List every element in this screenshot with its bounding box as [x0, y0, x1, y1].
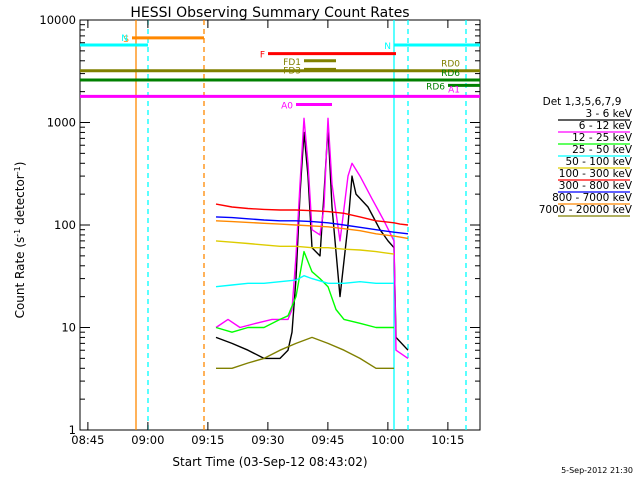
flag-bar-label: RD0	[441, 60, 460, 70]
x-tick-label: 09:45	[311, 433, 344, 447]
vertical-markers	[135, 20, 467, 430]
series-line	[215, 240, 395, 255]
series-line	[215, 216, 409, 235]
y-tick-label: 1	[69, 423, 76, 437]
x-tick-label: 10:00	[371, 433, 404, 447]
x-tick-label: 10:15	[431, 433, 464, 447]
y-tick-label: 10000	[39, 13, 76, 27]
x-tick-label: 09:30	[251, 433, 284, 447]
chart-title: HESSI Observing Summary Count Rates	[130, 5, 409, 21]
legend-label: 25 - 50 keV	[572, 144, 633, 156]
flag-bar-label: F	[260, 51, 265, 61]
axes: 08:45 09:00 09:15 09:30 09:45 10:00 10:15 1 10 10…	[39, 13, 480, 447]
y-axis-label-main: Count Rate (s	[13, 237, 27, 319]
legend-title: Det 1,3,5,6,7,9	[543, 96, 622, 108]
flag-bar-label: S	[123, 35, 129, 45]
y-tick-label: 100	[54, 218, 76, 232]
y-axis-label: Count Rate (s-1 detector-1)	[13, 162, 27, 319]
flag-bar-label: RD6	[441, 69, 460, 79]
y-tick-label: 10	[61, 321, 76, 335]
flag-bar-label: N	[384, 42, 391, 52]
legend-label: 12 - 25 keV	[572, 132, 633, 144]
series-layer	[215, 117, 409, 369]
x-tick-label: 09:15	[191, 433, 224, 447]
legend-label: 100 - 300 keV	[559, 168, 633, 180]
series-line	[215, 203, 409, 226]
series-line	[215, 275, 394, 288]
legend-label: 6 - 12 keV	[579, 120, 633, 132]
plot-border	[79, 19, 481, 431]
legend-label: 800 - 7000 keV	[552, 192, 633, 204]
legend-label: 300 - 800 keV	[559, 180, 633, 192]
y-axis-label-mid: detector	[13, 174, 27, 229]
flag-bar-label: RD6	[426, 82, 445, 92]
series-line	[215, 117, 409, 359]
flag-bar-label: FD1	[283, 58, 301, 68]
y-tick-label: 1000	[47, 116, 76, 130]
series-line	[215, 250, 394, 333]
y-axis-label-end: )	[13, 162, 27, 167]
x-tick-label: 08:45	[71, 433, 104, 447]
legend-label: 50 - 100 keV	[565, 156, 632, 168]
series-line	[216, 336, 394, 369]
flag-bar-label: A0	[281, 101, 293, 111]
flag-bar-label: A1	[448, 85, 460, 95]
flag-bar-label: N	[121, 34, 128, 44]
series-line	[215, 220, 409, 240]
x-tick-label: 09:00	[131, 433, 164, 447]
y-axis-label-sup2: -1	[13, 166, 22, 174]
legend-label: 7000 - 20000 keV	[539, 204, 633, 216]
y-axis-label-sup1: -1	[13, 229, 22, 237]
flag-bars: SNNFFD1FD3RD0RD6RD6A1A0	[80, 34, 480, 111]
footer-date: 5-Sep-2012 21:30	[561, 466, 633, 475]
plot-frame	[79, 19, 481, 431]
legend-label: 3 - 6 keV	[585, 108, 632, 120]
x-axis-label: Start Time (03-Sep-12 08:43:02)	[172, 455, 367, 469]
